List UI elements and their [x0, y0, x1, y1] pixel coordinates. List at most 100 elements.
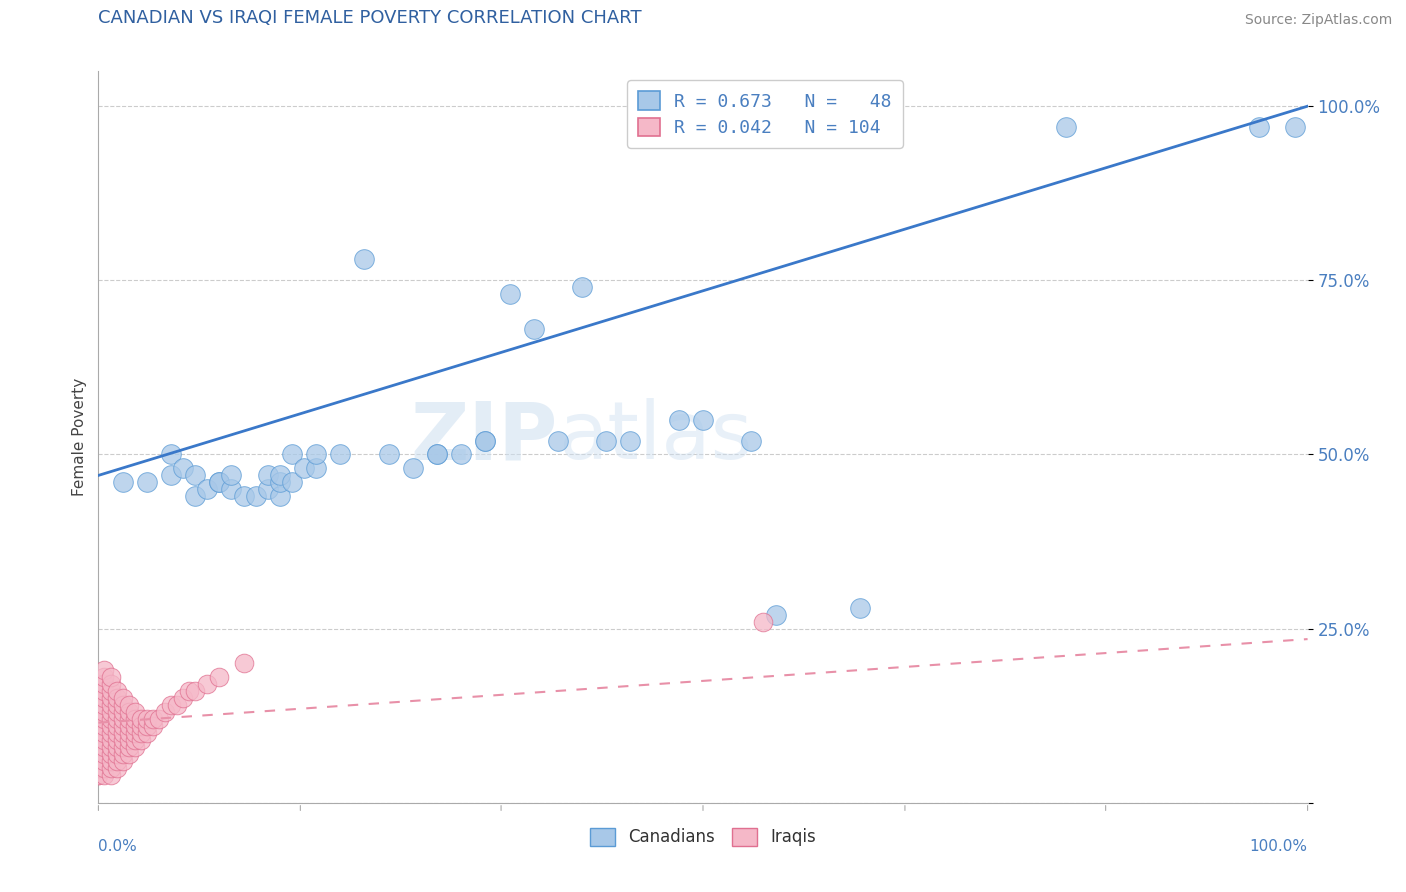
Point	[269, 489, 291, 503]
Text: atlas: atlas	[558, 398, 752, 476]
Point	[93, 684, 115, 698]
Point	[93, 670, 115, 684]
Point	[179, 684, 201, 698]
Point	[668, 412, 690, 426]
Point	[111, 691, 134, 706]
Point	[426, 448, 449, 462]
Point	[305, 461, 328, 475]
Point	[523, 322, 546, 336]
Point	[450, 448, 472, 462]
Point	[245, 489, 267, 503]
Point	[87, 747, 110, 761]
Point	[87, 761, 110, 775]
Point	[329, 448, 352, 462]
Point	[105, 705, 128, 719]
Point	[100, 726, 122, 740]
Point	[93, 677, 115, 691]
Point	[105, 684, 128, 698]
Point	[100, 733, 122, 747]
Point	[208, 475, 231, 490]
Point	[100, 712, 122, 726]
Text: ZIP: ZIP	[411, 398, 558, 476]
Point	[111, 733, 134, 747]
Point	[100, 761, 122, 775]
Point	[281, 475, 304, 490]
Point	[105, 712, 128, 726]
Point	[571, 280, 593, 294]
Point	[595, 434, 617, 448]
Point	[135, 712, 157, 726]
Point	[87, 754, 110, 768]
Point	[124, 733, 146, 747]
Point	[184, 468, 207, 483]
Point	[100, 670, 122, 684]
Point	[100, 705, 122, 719]
Point	[1054, 120, 1077, 134]
Point	[105, 747, 128, 761]
Point	[87, 740, 110, 755]
Point	[292, 461, 315, 475]
Point	[221, 483, 243, 497]
Point	[118, 733, 141, 747]
Point	[124, 705, 146, 719]
Text: 100.0%: 100.0%	[1250, 839, 1308, 855]
Point	[129, 733, 152, 747]
Point	[269, 468, 291, 483]
Point	[124, 740, 146, 755]
Point	[208, 670, 231, 684]
Point	[124, 726, 146, 740]
Point	[160, 448, 183, 462]
Point	[752, 615, 775, 629]
Text: Source: ZipAtlas.com: Source: ZipAtlas.com	[1244, 13, 1392, 28]
Point	[124, 719, 146, 733]
Point	[111, 726, 134, 740]
Point	[105, 719, 128, 733]
Point	[837, 120, 859, 134]
Point	[100, 747, 122, 761]
Point	[87, 768, 110, 782]
Point	[160, 698, 183, 713]
Point	[195, 677, 218, 691]
Point	[195, 483, 218, 497]
Point	[93, 740, 115, 755]
Point	[256, 468, 278, 483]
Point	[124, 712, 146, 726]
Point	[87, 719, 110, 733]
Point	[208, 475, 231, 490]
Point	[184, 489, 207, 503]
Point	[87, 684, 110, 698]
Point	[87, 712, 110, 726]
Point	[172, 461, 194, 475]
Point	[142, 719, 165, 733]
Point	[87, 698, 110, 713]
Point	[111, 705, 134, 719]
Point	[87, 726, 110, 740]
Point	[93, 754, 115, 768]
Point	[100, 677, 122, 691]
Point	[765, 607, 787, 622]
Point	[1284, 120, 1306, 134]
Text: 0.0%: 0.0%	[98, 839, 138, 855]
Point	[93, 768, 115, 782]
Point	[232, 657, 254, 671]
Point	[353, 252, 375, 267]
Point	[93, 726, 115, 740]
Point	[256, 483, 278, 497]
Point	[87, 691, 110, 706]
Point	[93, 691, 115, 706]
Point	[93, 705, 115, 719]
Point	[474, 434, 496, 448]
Point	[111, 475, 134, 490]
Point	[232, 489, 254, 503]
Point	[87, 768, 110, 782]
Point	[87, 761, 110, 775]
Point	[93, 747, 115, 761]
Point	[281, 448, 304, 462]
Point	[105, 726, 128, 740]
Point	[100, 740, 122, 755]
Point	[142, 712, 165, 726]
Point	[111, 712, 134, 726]
Point	[118, 740, 141, 755]
Point	[402, 461, 425, 475]
Point	[105, 733, 128, 747]
